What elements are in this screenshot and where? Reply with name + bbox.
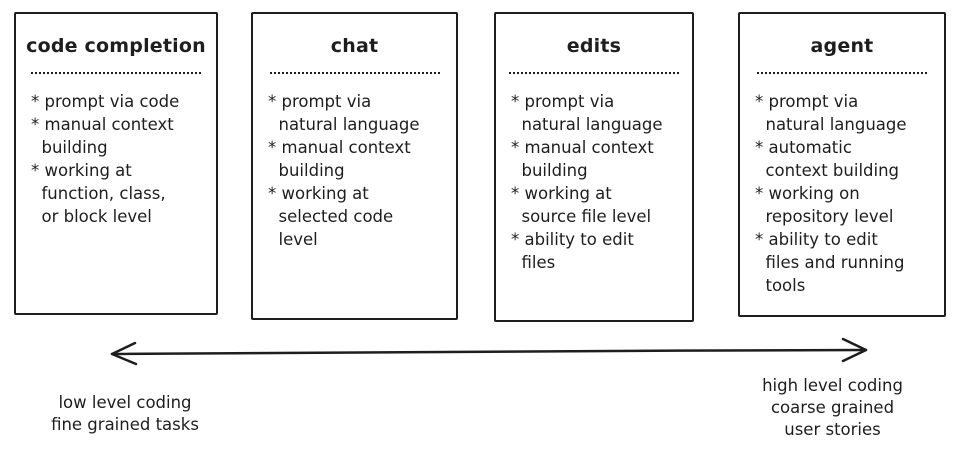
- list-item: or block level: [31, 207, 152, 226]
- list-item: files and running: [755, 253, 905, 272]
- list-item: * ability to edit: [511, 230, 634, 249]
- list-item: * ability to edit: [755, 230, 878, 249]
- card-title: edits: [566, 35, 622, 57]
- card-agent: agent * prompt via natural language * au…: [738, 12, 946, 317]
- card-code-completion: code completion * prompt via code * manu…: [14, 12, 218, 315]
- card-title: code completion: [26, 35, 206, 57]
- list-item: * automatic: [755, 138, 852, 157]
- list-item: context building: [755, 161, 900, 180]
- list-item: * working at: [31, 161, 132, 180]
- dotted-divider: [31, 72, 201, 74]
- list-item: building: [511, 161, 588, 180]
- list-item: * working on: [755, 184, 860, 203]
- list-item: * working at: [268, 184, 369, 203]
- card-title: agent: [810, 35, 874, 57]
- list-item: tools: [755, 276, 806, 295]
- list-item: * working at: [511, 184, 612, 203]
- axis-label-low: low level coding fine grained tasks: [51, 393, 199, 434]
- list-item: natural language: [755, 115, 907, 134]
- card-chat: chat * prompt via natural language * man…: [251, 12, 458, 320]
- list-item: building: [268, 161, 345, 180]
- list-item: repository level: [755, 207, 894, 226]
- list-item: * prompt via code: [31, 92, 180, 111]
- card-item-list: * prompt via natural language * automati…: [740, 90, 944, 297]
- card-edits: edits * prompt via natural language * ma…: [494, 12, 694, 322]
- dotted-divider: [269, 72, 440, 74]
- card-item-list: * prompt via code * manual context build…: [16, 90, 216, 228]
- dotted-divider: [509, 72, 679, 74]
- arrow-shaft: [110, 348, 868, 356]
- card-title: chat: [330, 35, 379, 57]
- list-item: function, class,: [31, 184, 166, 203]
- arrow-head-right: [841, 337, 868, 363]
- list-item: building: [31, 138, 108, 157]
- list-item: * prompt via: [755, 92, 859, 111]
- list-item: * prompt via: [511, 92, 615, 111]
- dotted-divider: [757, 72, 927, 74]
- list-item: level: [268, 230, 318, 249]
- list-item: natural language: [511, 115, 663, 134]
- list-item: * manual context: [268, 138, 411, 157]
- list-item: natural language: [268, 115, 420, 134]
- list-item: * prompt via: [268, 92, 372, 111]
- list-item: files: [511, 253, 556, 272]
- list-item: * manual context: [511, 138, 654, 157]
- card-item-list: * prompt via natural language * manual c…: [253, 90, 456, 251]
- list-item: * manual context: [31, 115, 174, 134]
- list-item: source file level: [511, 207, 652, 226]
- axis-label-high: high level coding coarse grained user st…: [762, 376, 903, 439]
- list-item: selected code: [268, 207, 394, 226]
- card-item-list: * prompt via natural language * manual c…: [496, 90, 692, 274]
- arrow-head-left: [110, 341, 138, 366]
